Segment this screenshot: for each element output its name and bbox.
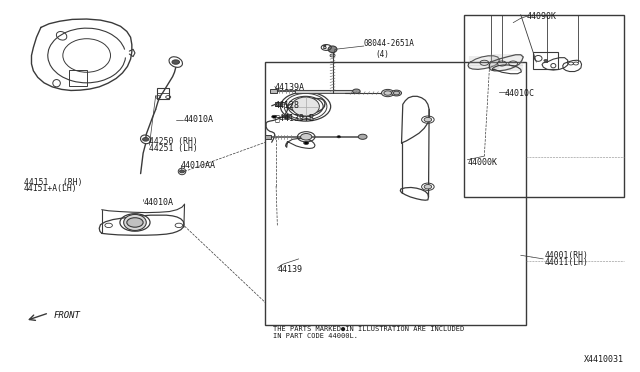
Circle shape (337, 136, 340, 138)
Text: (4): (4) (375, 50, 389, 59)
Text: THE PARTS MARKED●IN ILLUSTRATION ARE INCLUDED: THE PARTS MARKED●IN ILLUSTRATION ARE INC… (273, 326, 464, 332)
Text: FRONT: FRONT (54, 311, 80, 320)
Text: 44011(LH): 44011(LH) (545, 258, 588, 267)
Bar (265, 135, 271, 139)
Circle shape (304, 141, 308, 144)
Text: 44001(RH): 44001(RH) (545, 251, 588, 260)
Bar (464, 15, 624, 197)
Text: 44250 (RH): 44250 (RH) (149, 137, 198, 146)
Ellipse shape (292, 97, 319, 116)
Text: ⁄44139+B: ⁄44139+B (275, 113, 315, 122)
Circle shape (353, 89, 360, 93)
Bar (295, 90, 355, 93)
Text: X4410031: X4410031 (584, 355, 624, 364)
Circle shape (424, 185, 431, 189)
Bar (266, 62, 525, 324)
Text: 44010C: 44010C (505, 89, 535, 97)
Circle shape (392, 90, 401, 96)
Circle shape (272, 115, 276, 118)
Text: 44000K: 44000K (467, 158, 497, 167)
Text: 44010A: 44010A (183, 115, 213, 124)
Text: 44151+A(LH): 44151+A(LH) (24, 185, 77, 193)
Circle shape (381, 89, 394, 97)
Text: 44251 (LH): 44251 (LH) (149, 144, 198, 153)
Circle shape (358, 134, 367, 140)
Bar (275, 102, 281, 106)
Text: 44139A: 44139A (275, 83, 305, 92)
Circle shape (275, 103, 280, 105)
Text: B: B (323, 45, 326, 50)
Text: 44010AA: 44010AA (180, 161, 216, 170)
Text: 44151   (RH): 44151 (RH) (24, 178, 83, 187)
Text: 44139: 44139 (277, 265, 302, 274)
Circle shape (301, 134, 312, 140)
Text: 08044-2651A: 08044-2651A (364, 39, 415, 48)
Text: 44010A: 44010A (143, 198, 173, 207)
Ellipse shape (124, 214, 147, 231)
Circle shape (143, 138, 148, 141)
Circle shape (179, 170, 184, 173)
Text: 44128: 44128 (275, 101, 300, 110)
Circle shape (127, 218, 143, 227)
Bar (157, 88, 170, 99)
Circle shape (424, 118, 431, 122)
Circle shape (284, 115, 290, 119)
Text: IN PART CODE 44000L.: IN PART CODE 44000L. (273, 333, 358, 339)
Text: 44090K: 44090K (527, 12, 557, 21)
Bar (270, 89, 277, 93)
Circle shape (172, 60, 179, 64)
Circle shape (544, 60, 548, 62)
Ellipse shape (328, 46, 337, 52)
Bar (69, 70, 86, 86)
Bar (533, 52, 558, 69)
